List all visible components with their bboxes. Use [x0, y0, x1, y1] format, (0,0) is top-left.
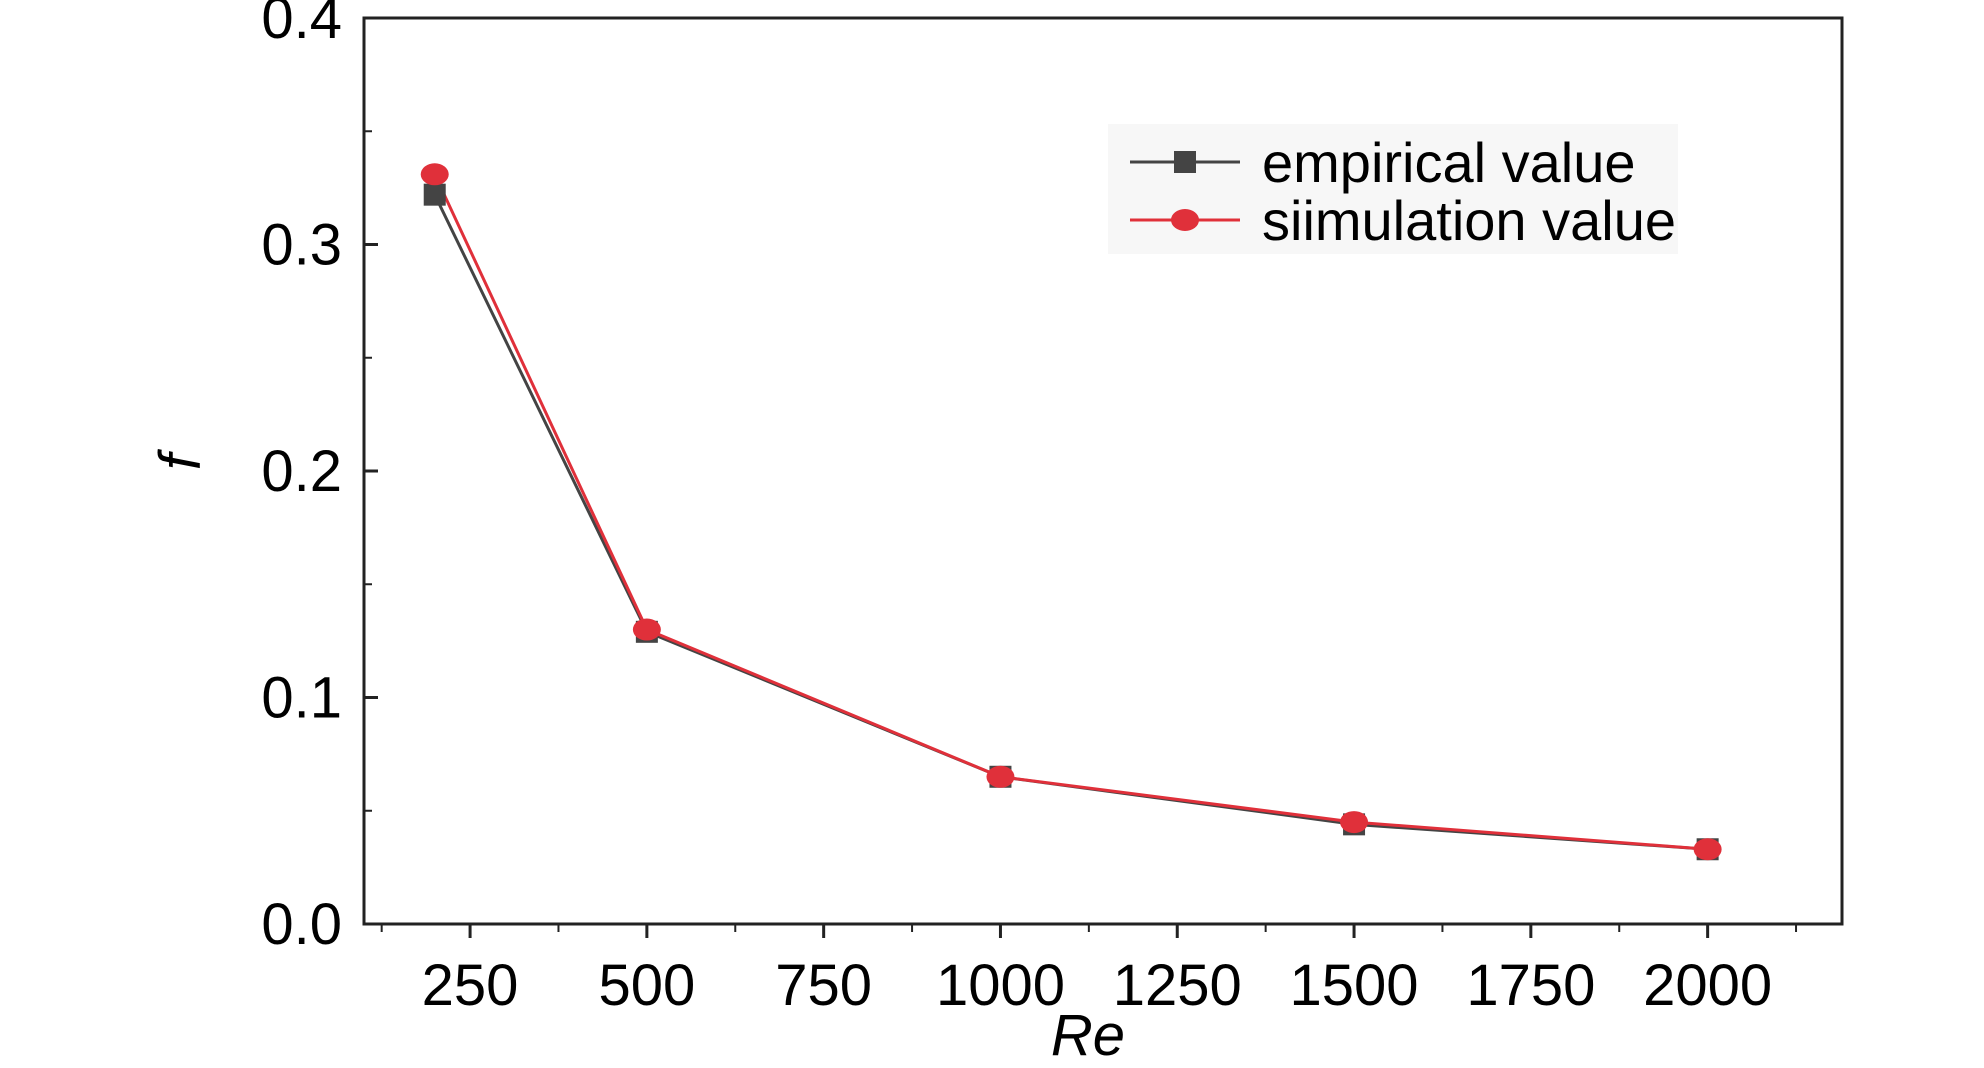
x-tick-label: 1750: [1466, 953, 1595, 1018]
x-tick-label: 1500: [1290, 953, 1419, 1018]
series-line-1: [433, 194, 1708, 851]
y-tick-label: 0.0: [261, 892, 342, 957]
data-point-empirical: [423, 183, 446, 206]
x-tick-label: 500: [598, 953, 695, 1018]
series-line-2: [433, 173, 1708, 851]
legend-box: [1108, 124, 1678, 254]
x-axis-title: Re: [1051, 1003, 1125, 1063]
y-tick-label: 0.1: [261, 666, 342, 731]
y-axis-title: f: [148, 448, 213, 470]
legend-label: empirical value: [1262, 131, 1636, 194]
series-layer: [420, 163, 1722, 861]
data-point-simulation: [1693, 838, 1722, 861]
legend-marker-circle: [1171, 209, 1199, 231]
x-tick-label: 1000: [936, 953, 1065, 1018]
y-axis: 0.0 0.1 0.2 0.3 0.4: [261, 0, 378, 957]
x-tick-label: 750: [775, 953, 872, 1018]
y-tick-label: 0.4: [261, 0, 342, 51]
x-tick-label: 250: [422, 953, 519, 1018]
data-point-simulation: [1340, 811, 1369, 834]
y-tick-label: 0.3: [261, 213, 342, 278]
legend-marker-square: [1174, 151, 1196, 173]
x-tick-label: 2000: [1643, 953, 1772, 1018]
data-point-simulation: [420, 163, 449, 186]
data-point-simulation: [986, 765, 1015, 788]
x-tick-label: 1250: [1113, 953, 1242, 1018]
legend-label: siimulation value: [1262, 189, 1676, 252]
y-tick-label: 0.2: [261, 439, 342, 504]
x-axis: 250 500 750 1000 1250 1500 1750 2000: [380, 924, 1798, 1018]
data-point-simulation: [632, 618, 661, 641]
